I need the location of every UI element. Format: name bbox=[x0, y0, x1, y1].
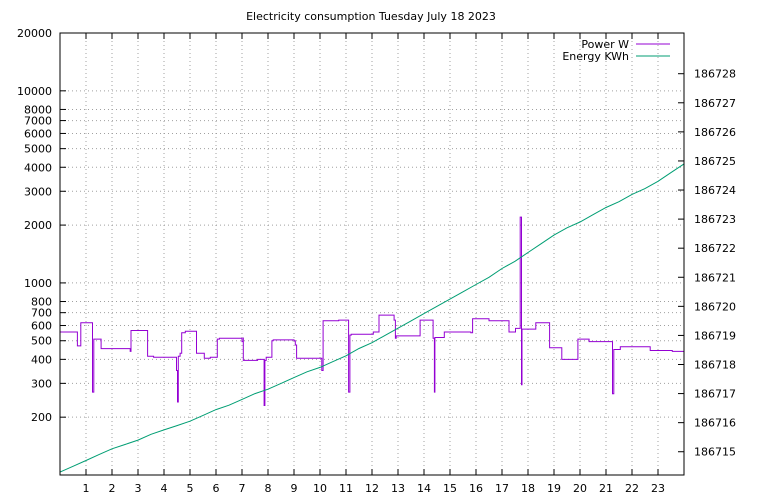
x-tick-label: 20 bbox=[573, 482, 587, 495]
y-tick-label: 700 bbox=[31, 307, 52, 320]
y2-tick-label: 186727 bbox=[694, 97, 736, 110]
ticks-layer: 1 2 3 4 5 6 7 8 9 10 11 12 13 14 15 16 17 18 19 20 21 22 23200… bbox=[17, 27, 736, 495]
x-tick-label: 11 bbox=[339, 482, 353, 495]
plot-border bbox=[59, 32, 685, 476]
x-tick-label: 17 bbox=[495, 482, 509, 495]
x-tick-label: 22 bbox=[625, 482, 639, 495]
x-tick-label: 9 bbox=[291, 482, 298, 495]
y2-tick-label: 186725 bbox=[694, 155, 736, 168]
y2-tick-label: 186717 bbox=[694, 388, 736, 401]
x-tick-label: 2 bbox=[109, 482, 116, 495]
series-layer bbox=[59, 163, 685, 473]
x-tick-label: 6 bbox=[213, 482, 220, 495]
y-tick-label: 3000 bbox=[24, 185, 52, 198]
y2-tick-label: 186723 bbox=[694, 213, 736, 226]
grid-layer bbox=[60, 32, 684, 475]
y-tick-label: 800 bbox=[31, 296, 52, 309]
y-tick-label: 600 bbox=[31, 320, 52, 333]
y-tick-label: 1000 bbox=[24, 277, 52, 290]
x-tick-label: 13 bbox=[391, 482, 405, 495]
x-tick-label: 7 bbox=[239, 482, 246, 495]
y2-tick-label: 186726 bbox=[694, 126, 736, 139]
y-tick-label: 400 bbox=[31, 353, 52, 366]
y-tick-label: 10000 bbox=[17, 85, 52, 98]
y2-tick-label: 186718 bbox=[694, 359, 736, 372]
y-tick-label: 6000 bbox=[24, 127, 52, 140]
y2-tick-label: 186720 bbox=[694, 300, 736, 313]
x-tick-label: 5 bbox=[187, 482, 194, 495]
x-tick-label: 1 bbox=[83, 482, 90, 495]
x-tick-label: 23 bbox=[651, 482, 665, 495]
y2-tick-label: 186728 bbox=[694, 68, 736, 81]
y2-tick-label: 186721 bbox=[694, 271, 736, 284]
y2-tick-label: 186719 bbox=[694, 329, 736, 342]
x-tick-label: 19 bbox=[547, 482, 561, 495]
series-line-power-w bbox=[60, 216, 685, 406]
y-tick-label: 8000 bbox=[24, 103, 52, 116]
y-tick-label: 2000 bbox=[24, 219, 52, 232]
x-tick-label: 18 bbox=[521, 482, 535, 495]
y-tick-label: 5000 bbox=[24, 143, 52, 156]
y-tick-label: 500 bbox=[31, 335, 52, 348]
legend-label-energy-kwh: Energy KWh bbox=[562, 50, 629, 63]
y-tick-label: 20000 bbox=[17, 27, 52, 40]
x-tick-label: 12 bbox=[365, 482, 379, 495]
legend-label-power-w: Power W bbox=[581, 38, 629, 51]
x-tick-label: 10 bbox=[313, 482, 327, 495]
x-tick-label: 16 bbox=[469, 482, 483, 495]
x-tick-label: 15 bbox=[443, 482, 457, 495]
y2-tick-label: 186715 bbox=[694, 446, 736, 459]
y-tick-label: 7000 bbox=[24, 115, 52, 128]
chart-title: Electricity consumption Tuesday July 18 … bbox=[246, 10, 496, 23]
x-tick-label: 21 bbox=[599, 482, 613, 495]
y2-tick-label: 186724 bbox=[694, 184, 736, 197]
x-tick-label: 14 bbox=[417, 482, 431, 495]
y2-tick-label: 186716 bbox=[694, 417, 736, 430]
x-tick-label: 8 bbox=[265, 482, 272, 495]
x-tick-label: 4 bbox=[161, 482, 168, 495]
y-tick-label: 4000 bbox=[24, 161, 52, 174]
x-tick-label: 3 bbox=[135, 482, 142, 495]
y-tick-label: 200 bbox=[31, 411, 52, 424]
series-line-energy-kwh bbox=[59, 163, 685, 473]
y2-tick-label: 186722 bbox=[694, 242, 736, 255]
y-tick-label: 300 bbox=[31, 377, 52, 390]
